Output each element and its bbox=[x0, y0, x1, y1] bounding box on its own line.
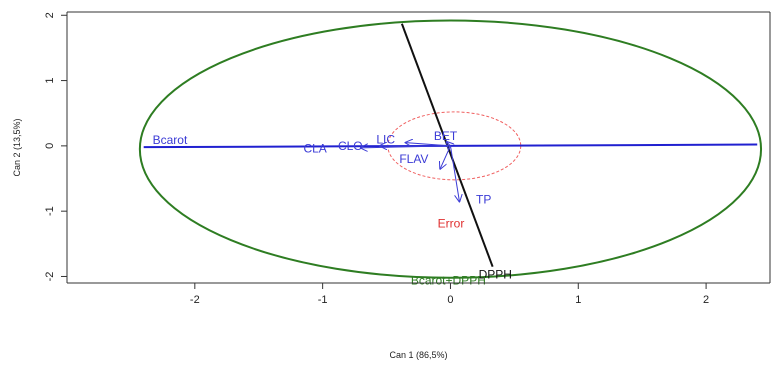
x-axis-title: Can 1 (86,5%) bbox=[389, 350, 447, 360]
vector-lic bbox=[406, 143, 451, 146]
confidence-ellipse bbox=[138, 19, 763, 279]
axes: -2 -1 0 1 2 -2 -1 0 1 2 bbox=[44, 11, 771, 306]
plot-content: Bcarot DPPH BET LIC CLO CLA FLAV TP bbox=[138, 19, 763, 281]
group-label-bcarot: Bcarot bbox=[153, 133, 188, 147]
y-tick-label: -1 bbox=[44, 206, 56, 216]
x-tick-label: 0 bbox=[447, 294, 453, 306]
y-tick-label: 2 bbox=[44, 12, 56, 18]
x-tick-label: -2 bbox=[190, 294, 200, 306]
x-tick-label: 2 bbox=[703, 294, 709, 306]
vector-tp bbox=[449, 145, 459, 202]
vector-label-flav: FLAV bbox=[399, 152, 428, 166]
vector-label-cla: CLA bbox=[303, 141, 326, 155]
vector-label-bet: BET bbox=[434, 129, 458, 143]
y-axis-title: Can 2 (13,5%) bbox=[12, 118, 22, 176]
y-tick-label: 1 bbox=[44, 78, 56, 84]
y-tick-label: 0 bbox=[44, 143, 56, 149]
annotation-bcarot-dpph: Bcarot+DPPH bbox=[411, 273, 486, 287]
vector-label-clo: CLO bbox=[338, 139, 363, 153]
vector-cla bbox=[361, 146, 451, 148]
annotation-error: Error bbox=[438, 216, 465, 230]
plot-area: Bcarot DPPH BET LIC CLO CLA FLAV TP Error Bcarot+… bbox=[138, 19, 763, 287]
vector-label-lic: LIC bbox=[376, 132, 395, 146]
group-label-dpph: DPPH bbox=[479, 267, 512, 281]
vector-bet bbox=[447, 142, 451, 146]
vector-label-tp: TP bbox=[476, 192, 491, 206]
x-tick-label: -1 bbox=[318, 294, 328, 306]
vector-flav bbox=[440, 145, 451, 169]
y-tick-label: -2 bbox=[44, 272, 56, 282]
x-tick-label: 1 bbox=[575, 294, 581, 306]
